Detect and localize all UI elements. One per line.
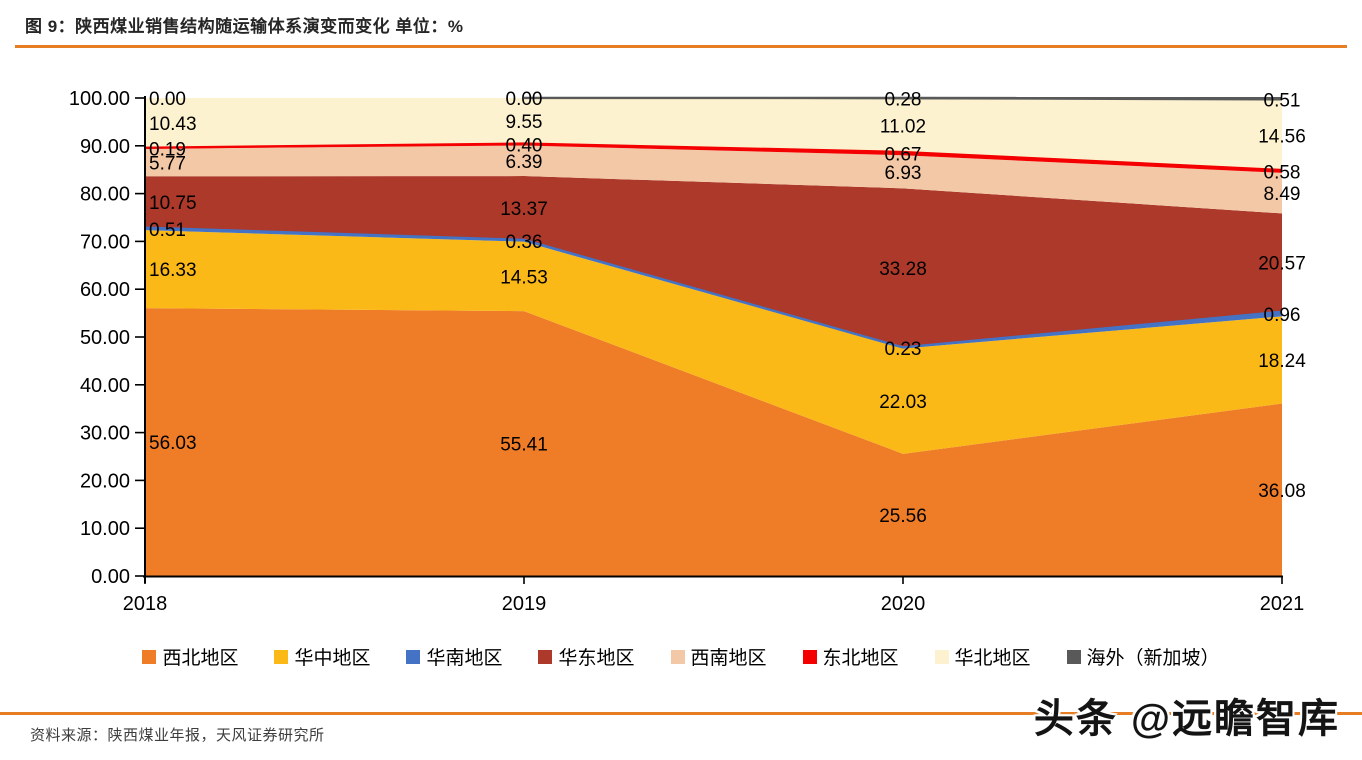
stacked-area-chart: 0.00 10.00 20.00 30.00 40.00 50.00 60.00 70.00 8… (69, 88, 1306, 615)
legend-swatch-icon (1066, 649, 1081, 664)
y-tick-label: 100.00 (69, 88, 130, 110)
source-note: 资料来源：陕西煤业年报，天风证券研究所 (30, 727, 325, 744)
legend-item: 华南地区 (406, 643, 502, 670)
y-tick-label: 50.00 (80, 327, 130, 349)
series-line-华南地区 (144, 226, 525, 242)
legend-label: 华中地区 (294, 648, 371, 669)
area-band-东北地区 (145, 143, 1282, 173)
legend-item: 海外（新加坡） (1066, 643, 1220, 670)
data-label-华南地区: 0.96 (1264, 305, 1301, 326)
figure-title: 图 9：陕西煤业销售结构随运输体系演变而变化 单位：% (25, 17, 464, 36)
title-divider (15, 45, 1347, 48)
legend-label: 华东地区 (558, 648, 635, 669)
data-label-西北地区: 36.08 (1258, 481, 1306, 502)
area-band-华东地区 (145, 176, 1282, 348)
legend-label: 华北地区 (954, 648, 1031, 669)
watermark: 头条 @远瞻智库 (1033, 697, 1340, 741)
x-tick-label: 2021 (1260, 593, 1305, 615)
bottom-divider (0, 712, 1362, 715)
legend-swatch-icon (538, 649, 553, 664)
legend-swatch-icon (142, 649, 157, 664)
legend-label: 西南地区 (690, 648, 767, 669)
data-label-华东地区: 33.28 (879, 259, 927, 280)
data-label-华北地区: 11.02 (880, 117, 926, 138)
data-label-东北地区: 0.40 (506, 136, 543, 157)
x-tick-label: 2018 (123, 593, 168, 615)
area-band-西北地区 (145, 308, 1282, 576)
legend-item: 华中地区 (274, 643, 370, 670)
chart-legend: 西北地区 华中地区 华南地区 华东地区 西南地区 东北地区 华北地区 海外（新加坡） (0, 643, 1362, 670)
y-tick-label: 90.00 (80, 136, 130, 158)
legend-item: 西南地区 (670, 643, 767, 670)
data-label-华中地区: 18.24 (1258, 351, 1306, 372)
legend-swatch-icon (274, 649, 289, 664)
y-tick-label: 80.00 (80, 184, 130, 206)
data-label-海外（新加坡）: 0.51 (1264, 90, 1301, 111)
area-band-华北地区 (145, 97, 1282, 171)
y-tick-label: 60.00 (80, 279, 130, 301)
legend-swatch-icon (934, 649, 949, 664)
y-tick-label: 30.00 (80, 423, 130, 445)
legend-label: 华南地区 (426, 648, 503, 669)
data-label-东北地区: 0.19 (149, 139, 186, 160)
y-tick-label: 0.00 (91, 566, 130, 588)
legend-item: 东北地区 (802, 643, 899, 670)
legend-swatch-icon (670, 649, 685, 664)
series-line-华南地区 (523, 238, 904, 349)
legend-label: 海外（新加坡） (1086, 648, 1220, 669)
x-tick-label: 2020 (881, 593, 926, 615)
data-label-华中地区: 14.53 (500, 267, 548, 288)
data-label-华北地区: 9.55 (506, 112, 543, 133)
legend-item: 西北地区 (142, 643, 238, 670)
data-label-西南地区: 8.49 (1264, 184, 1301, 205)
legend-swatch-icon (802, 649, 817, 664)
data-label-西南地区: 6.39 (506, 152, 543, 173)
data-label-华东地区: 13.37 (500, 199, 548, 220)
series-line-东北地区 (902, 150, 1283, 172)
series-line-华南地区 (902, 310, 1283, 349)
data-label-西北地区: 25.56 (879, 506, 927, 527)
data-label-华东地区: 10.75 (149, 193, 197, 214)
data-label-海外（新加坡）: 0.28 (885, 90, 922, 111)
data-label-华中地区: 16.33 (149, 260, 197, 281)
data-label-海外（新加坡）: 0.00 (506, 89, 543, 110)
data-label-西南地区: 5.77 (149, 154, 186, 175)
legend-label: 东北地区 (822, 648, 899, 669)
data-label-华北地区: 14.56 (1258, 126, 1306, 147)
series-line-东北地区 (144, 142, 525, 150)
data-label-华东地区: 20.57 (1258, 254, 1306, 275)
data-label-华南地区: 0.51 (149, 220, 186, 241)
area-band-华中地区 (145, 230, 1282, 454)
data-label-东北地区: 0.67 (885, 145, 922, 166)
data-label-海外（新加坡）: 0.00 (149, 89, 186, 110)
legend-swatch-icon (406, 649, 421, 664)
data-label-华南地区: 0.23 (885, 339, 922, 360)
x-tick-label: 2019 (502, 593, 547, 615)
legend-label: 西北地区 (162, 648, 239, 669)
data-label-西北地区: 55.41 (500, 435, 548, 456)
data-label-华北地区: 10.43 (149, 114, 197, 135)
y-tick-label: 20.00 (80, 470, 130, 492)
data-label-东北地区: 0.58 (1264, 162, 1301, 183)
area-band-西南地区 (145, 145, 1282, 214)
data-label-华中地区: 22.03 (879, 392, 927, 413)
data-label-西北地区: 56.03 (149, 433, 197, 454)
y-tick-label: 10.00 (80, 518, 130, 540)
data-label-华南地区: 0.36 (506, 232, 543, 253)
data-label-西南地区: 6.93 (885, 163, 922, 184)
legend-item: 华东地区 (538, 643, 635, 670)
legend-item: 华北地区 (934, 643, 1031, 670)
series-line-东北地区 (523, 142, 904, 154)
y-tick-label: 70.00 (80, 231, 130, 253)
y-tick-label: 40.00 (80, 375, 130, 397)
